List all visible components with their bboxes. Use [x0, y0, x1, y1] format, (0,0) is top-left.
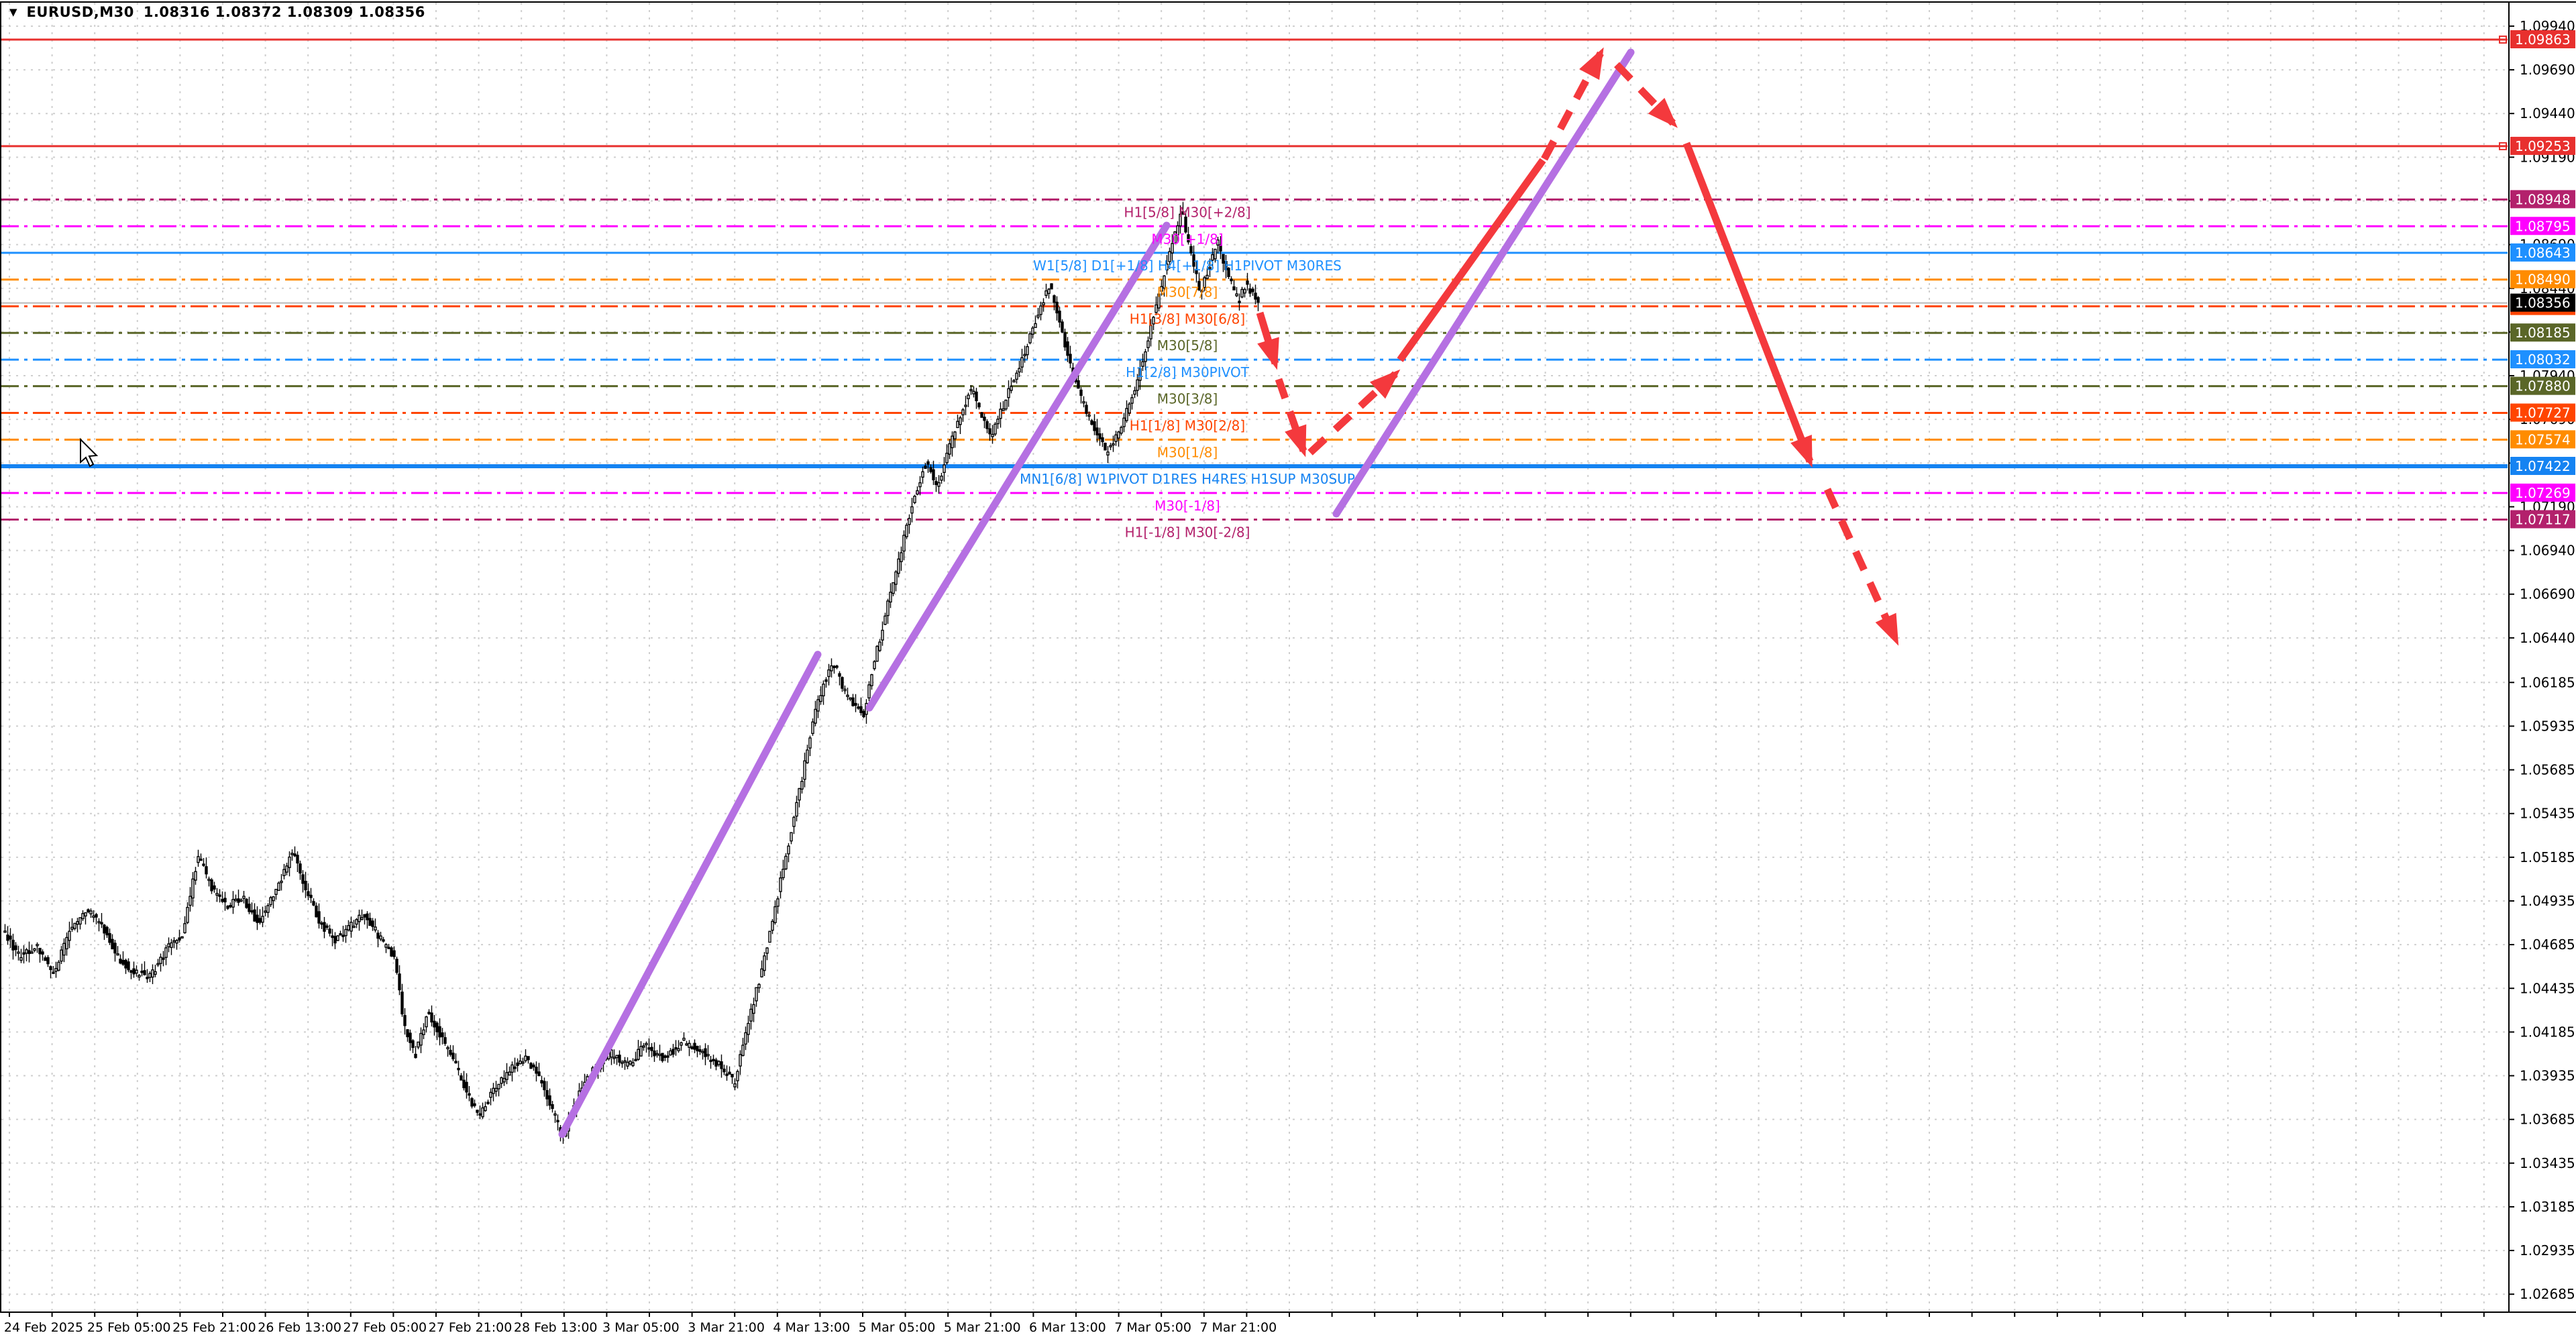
svg-text:1.03185: 1.03185 [2520, 1199, 2575, 1215]
svg-text:1.02935: 1.02935 [2520, 1242, 2575, 1258]
svg-text:3 Mar 21:00: 3 Mar 21:00 [688, 1320, 765, 1335]
svg-text:1.05685: 1.05685 [2520, 762, 2575, 778]
svg-text:3 Mar 05:00: 3 Mar 05:00 [602, 1320, 680, 1335]
svg-text:1.07269: 1.07269 [2515, 485, 2571, 501]
svg-text:1.05185: 1.05185 [2520, 849, 2575, 865]
svg-text:1.08356: 1.08356 [2515, 295, 2571, 311]
svg-text:1.08795: 1.08795 [2515, 218, 2571, 234]
svg-text:1.05435: 1.05435 [2520, 806, 2575, 822]
svg-text:1.08032: 1.08032 [2515, 352, 2571, 368]
svg-text:1.09690: 1.09690 [2520, 62, 2575, 78]
svg-text:1.08948: 1.08948 [2515, 191, 2571, 207]
svg-text:M30[1/8]: M30[1/8] [1157, 444, 1218, 460]
svg-text:1.07727: 1.07727 [2515, 405, 2571, 421]
svg-text:1.09440: 1.09440 [2520, 105, 2575, 121]
grid [1, 3, 2508, 1312]
svg-text:4 Mar 13:00: 4 Mar 13:00 [773, 1320, 850, 1335]
svg-text:24 Feb 2025: 24 Feb 2025 [4, 1320, 83, 1335]
svg-text:H1[3/8] M30[6/8]: H1[3/8] M30[6/8] [1130, 311, 1245, 327]
svg-text:5 Mar 05:00: 5 Mar 05:00 [859, 1320, 936, 1335]
svg-text:1.06185: 1.06185 [2520, 674, 2575, 690]
svg-text:M30[7/8]: M30[7/8] [1157, 284, 1218, 301]
svg-text:1.06690: 1.06690 [2520, 586, 2575, 602]
svg-text:M30[3/8]: M30[3/8] [1157, 391, 1218, 407]
mouse-cursor [80, 437, 99, 468]
svg-text:W1[5/8] D1[+1/8] H4[+1/8] H1PI: W1[5/8] D1[+1/8] H4[+1/8] H1PIVOT M30RES [1033, 258, 1342, 274]
svg-text:1.06440: 1.06440 [2520, 630, 2575, 646]
price-axis[interactable]: 1.099401.096901.094401.091901.089401.086… [2509, 18, 2575, 1302]
svg-text:1.04685: 1.04685 [2520, 936, 2575, 953]
svg-text:5 Mar 21:00: 5 Mar 21:00 [944, 1320, 1021, 1335]
svg-text:1.06940: 1.06940 [2520, 543, 2575, 559]
svg-text:1.04435: 1.04435 [2520, 980, 2575, 996]
svg-text:27 Feb 21:00: 27 Feb 21:00 [429, 1320, 513, 1335]
svg-text:1.09253: 1.09253 [2515, 138, 2571, 154]
svg-text:H1[2/8] M30PIVOT: H1[2/8] M30PIVOT [1126, 364, 1250, 380]
svg-text:1.07880: 1.07880 [2515, 378, 2571, 394]
svg-text:26 Feb 13:00: 26 Feb 13:00 [258, 1320, 341, 1335]
svg-text:1.04935: 1.04935 [2520, 893, 2575, 909]
time-axis[interactable]: 24 Feb 2025 25 Feb 05:00 25 Feb 21:00 26 Fe… [4, 1312, 2485, 1335]
svg-text:1.02685: 1.02685 [2520, 1286, 2575, 1302]
svg-text:25 Feb 05:00: 25 Feb 05:00 [87, 1320, 171, 1335]
forecast-arrows[interactable] [1256, 47, 1900, 646]
svg-text:M30[5/8]: M30[5/8] [1157, 337, 1218, 354]
svg-text:H1[1/8] M30[2/8]: H1[1/8] M30[2/8] [1130, 418, 1245, 434]
svg-text:1.09863: 1.09863 [2515, 32, 2571, 48]
svg-text:1.08185: 1.08185 [2515, 325, 2571, 341]
ohlc-values: 1.08316 1.08372 1.08309 1.08356 [143, 4, 425, 20]
svg-text:1.07574: 1.07574 [2515, 431, 2571, 447]
svg-text:28 Feb 13:00: 28 Feb 13:00 [514, 1320, 598, 1335]
svg-text:M30[+1/8]: M30[+1/8] [1151, 231, 1223, 247]
svg-text:1.04185: 1.04185 [2520, 1024, 2575, 1040]
svg-text:7 Mar 21:00: 7 Mar 21:00 [1199, 1320, 1277, 1335]
svg-text:H1[5/8] M30[+2/8]: H1[5/8] M30[+2/8] [1124, 204, 1250, 220]
svg-text:1.03435: 1.03435 [2520, 1155, 2575, 1171]
symbol-dropdown-icon[interactable]: ▼ [9, 5, 17, 18]
svg-text:7 Mar 05:00: 7 Mar 05:00 [1114, 1320, 1191, 1335]
svg-text:1.07422: 1.07422 [2515, 458, 2571, 474]
svg-text:25 Feb 21:00: 25 Feb 21:00 [172, 1320, 256, 1335]
trendlines[interactable] [558, 48, 1635, 1138]
svg-text:6 Mar 13:00: 6 Mar 13:00 [1029, 1320, 1106, 1335]
chart-frame [0, 1, 2576, 1313]
svg-text:MN1[6/8] W1PIVOT D1RES H4RES H: MN1[6/8] W1PIVOT D1RES H4RES H1SUP M30SU… [1020, 471, 1355, 487]
svg-text:1.08490: 1.08490 [2515, 272, 2571, 288]
svg-text:1.08643: 1.08643 [2515, 245, 2571, 261]
svg-text:1.03685: 1.03685 [2520, 1112, 2575, 1128]
svg-text:H1[-1/8] M30[-2/8]: H1[-1/8] M30[-2/8] [1125, 524, 1250, 540]
level-labels: H1[5/8] M30[+2/8] M30[+1/8] W1[5/8] D1[+1/… [1020, 204, 1355, 540]
svg-text:1.03935: 1.03935 [2520, 1068, 2575, 1084]
symbol-header: ▼ EURUSD,M30 1.08316 1.08372 1.08309 1.0… [9, 4, 425, 20]
svg-text:1.07117: 1.07117 [2515, 511, 2571, 527]
candlestick-series [3, 202, 1260, 1144]
symbol-timeframe-label: EURUSD,M30 [26, 4, 134, 20]
svg-text:M30[-1/8]: M30[-1/8] [1155, 498, 1220, 514]
level-lines[interactable] [1, 36, 2508, 521]
svg-text:27 Feb 05:00: 27 Feb 05:00 [343, 1320, 427, 1335]
svg-text:1.05935: 1.05935 [2520, 718, 2575, 734]
